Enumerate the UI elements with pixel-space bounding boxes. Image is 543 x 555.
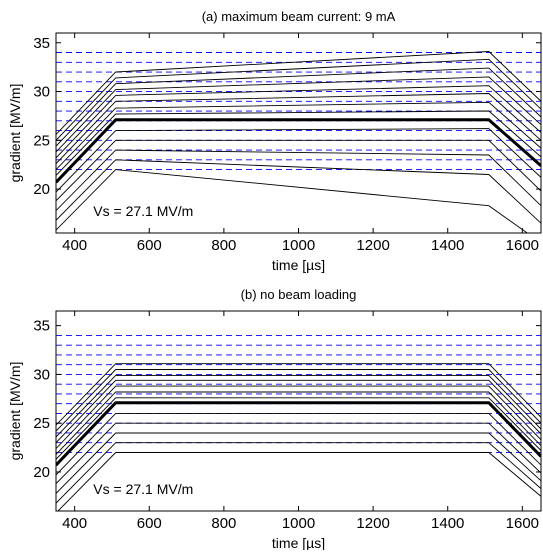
series-line <box>56 397 541 460</box>
x-tick-label: 800 <box>211 515 236 532</box>
x-axis-label: time [µs] <box>272 535 325 550</box>
x-tick-label: 1200 <box>356 237 389 254</box>
x-tick-label: 600 <box>137 515 162 532</box>
series-line <box>56 101 541 170</box>
chart-panel-a: 400 600 800 1000 1200 1400 1600 20 25 30 35 (a) max… <box>7 9 542 273</box>
plot-area <box>56 51 541 233</box>
x-tick-label: 1600 <box>506 237 539 254</box>
series-line <box>56 363 541 426</box>
x-tick-label: 1200 <box>356 515 389 532</box>
x-tick-label: 1400 <box>431 515 464 532</box>
series-line-vs <box>56 118 541 184</box>
y-tick-label: 35 <box>33 318 50 335</box>
series-line <box>56 412 541 476</box>
series-line <box>56 149 541 211</box>
series-line <box>57 452 541 511</box>
x-tick-label: 1000 <box>282 515 315 532</box>
y-tick-label: 25 <box>33 415 50 432</box>
series-line <box>56 422 541 485</box>
y-tick-label: 30 <box>33 366 50 383</box>
x-tick-label: 600 <box>137 237 162 254</box>
x-tick-label: 400 <box>62 515 87 532</box>
series-line <box>56 93 541 165</box>
series-line <box>56 385 541 449</box>
series-line <box>56 374 541 438</box>
series-line-vs <box>56 401 541 467</box>
series-line <box>56 85 541 159</box>
x-tick-label: 400 <box>62 237 87 254</box>
series-line <box>56 76 541 153</box>
y-tick-label: 20 <box>33 181 50 198</box>
series-line <box>56 58 541 141</box>
y-axis-label: gradient [MV/m] <box>7 84 23 183</box>
series-line <box>56 51 541 135</box>
vs-annotation: Vs = 27.1 MV/m <box>93 481 193 497</box>
series-line <box>56 169 528 233</box>
x-tick-label: 1000 <box>282 237 315 254</box>
series-line <box>56 67 541 147</box>
series-line <box>56 128 541 193</box>
chart-panel-b: 400 600 800 1000 1200 1400 1600 20 25 30 35 (b) no … <box>7 287 542 551</box>
series-line <box>56 159 541 224</box>
series-line <box>56 432 541 494</box>
y-tick-label: 25 <box>33 132 50 149</box>
chart-title: (a) maximum beam current: 9 mA <box>202 9 396 24</box>
series-line <box>56 442 541 504</box>
y-tick-label: 30 <box>33 84 50 101</box>
y-tick-label: 35 <box>33 35 50 52</box>
plot-area <box>56 334 541 511</box>
y-tick-label: 20 <box>33 464 50 481</box>
x-tick-label: 1400 <box>431 237 464 254</box>
x-axis-label: time [µs] <box>272 257 325 273</box>
series-line <box>56 369 541 432</box>
series-line <box>56 139 541 202</box>
chart-title: (b) no beam loading <box>241 287 357 302</box>
series-line <box>56 391 541 455</box>
vs-annotation: Vs = 27.1 MV/m <box>93 203 193 219</box>
series-line <box>56 110 541 176</box>
x-tick-label: 1600 <box>506 515 539 532</box>
x-tick-label: 800 <box>211 237 236 254</box>
y-axis-label: gradient [MV/m] <box>7 362 23 461</box>
series-line <box>56 379 541 444</box>
